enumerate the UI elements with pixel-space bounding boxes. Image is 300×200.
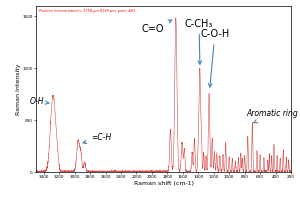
X-axis label: Raman shift (cm-1): Raman shift (cm-1)	[134, 181, 194, 186]
Text: C-CH₃: C-CH₃	[185, 19, 213, 64]
Text: O-H: O-H	[29, 97, 49, 106]
Y-axis label: Raman Intensity: Raman Intensity	[16, 63, 21, 115]
Text: Position (micrometers)= 3754 μm,8159 μm, point #01: Position (micrometers)= 3754 μm,8159 μm,…	[38, 9, 135, 13]
Text: C-O-H: C-O-H	[200, 29, 230, 87]
Text: Aromatic ring: Aromatic ring	[246, 109, 298, 123]
Text: C=O: C=O	[142, 20, 172, 34]
Text: =C-H: =C-H	[83, 133, 111, 144]
